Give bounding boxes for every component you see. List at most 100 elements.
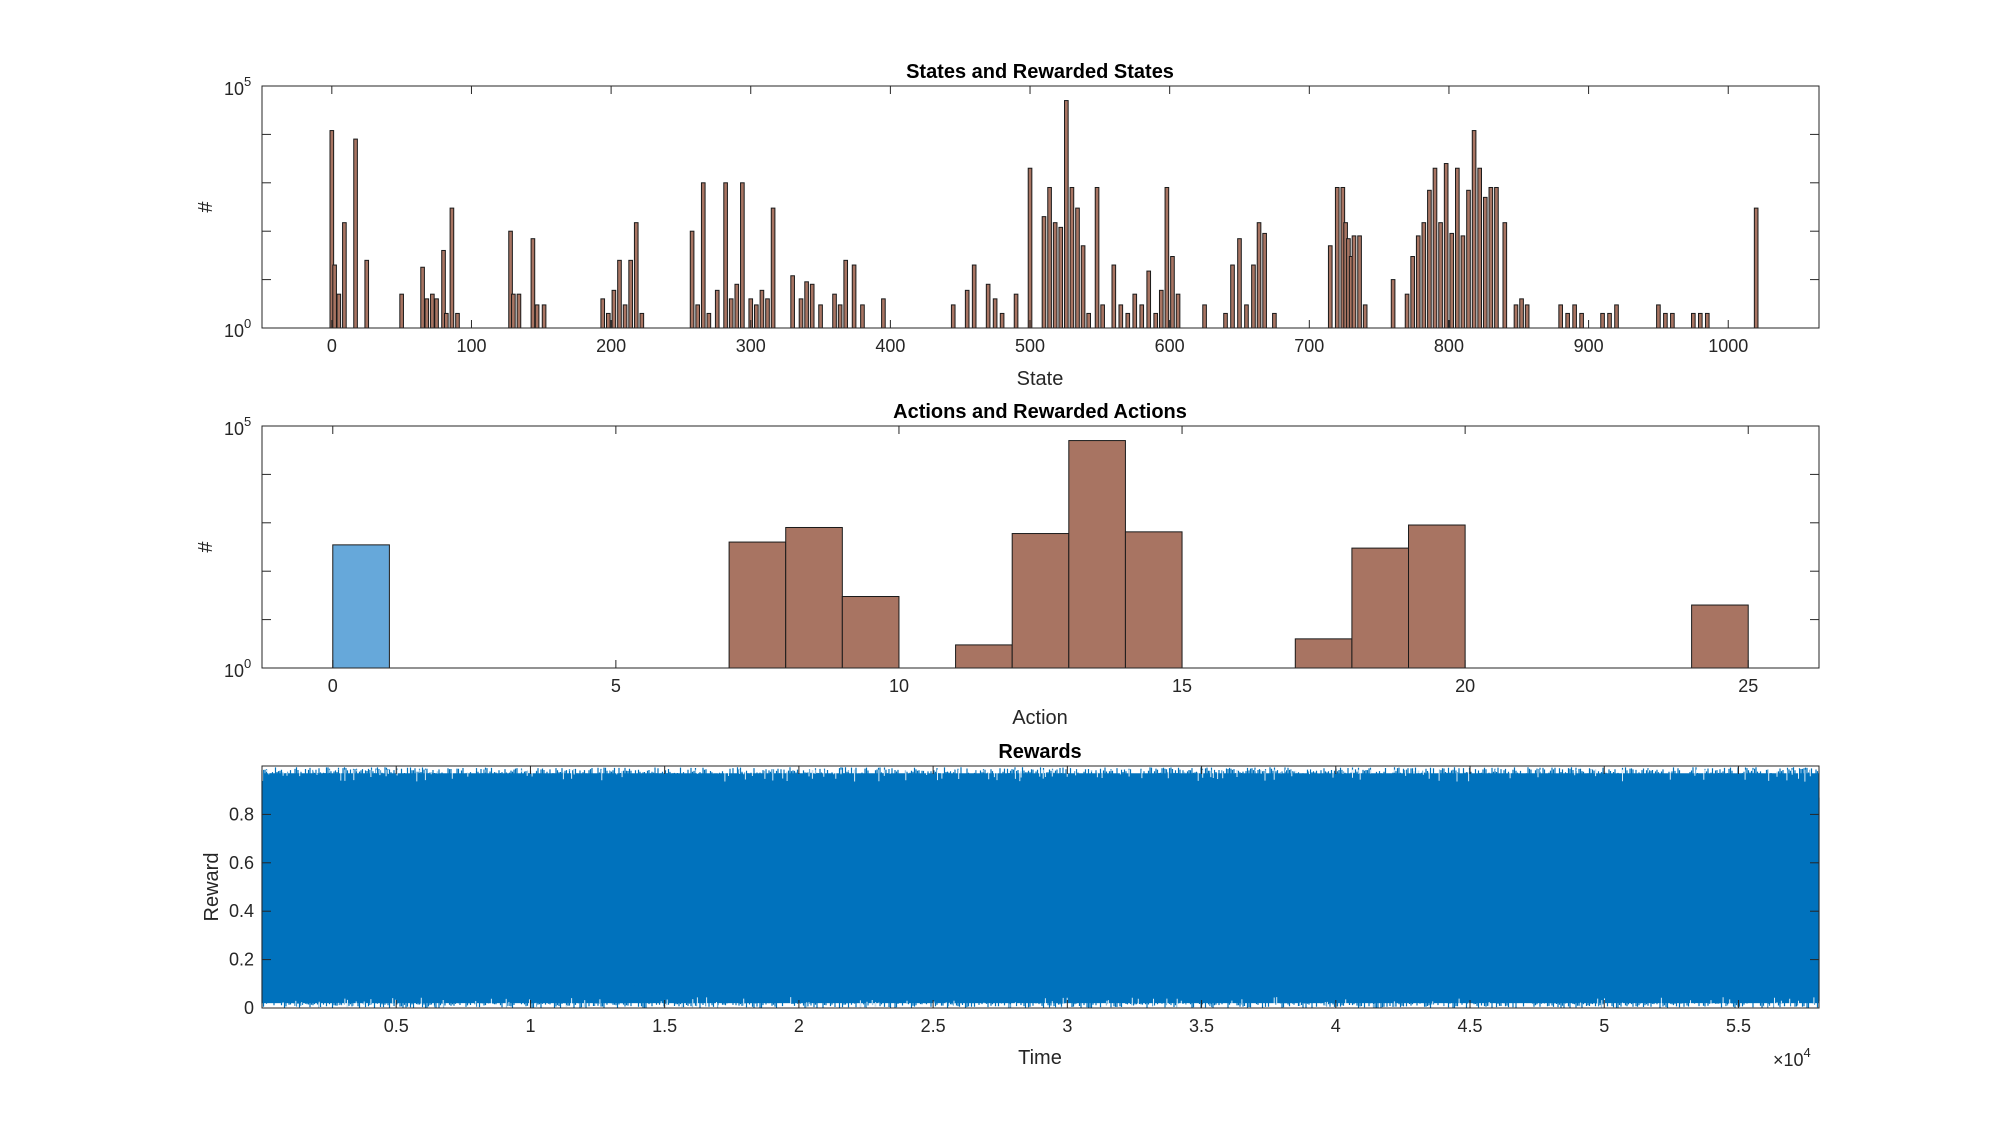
state-bar (611, 289, 617, 329)
state-bar (1272, 312, 1277, 329)
state-bar (1237, 238, 1242, 329)
state-bar (798, 298, 804, 329)
state-bar (1390, 279, 1396, 329)
state-bar (1251, 264, 1256, 329)
state-bar (516, 293, 522, 329)
state-bar (832, 293, 837, 329)
actions-xtick-label: 15 (1172, 676, 1192, 696)
state-bar (1404, 293, 1410, 329)
rewards-xtick-label: 4 (1331, 1016, 1341, 1036)
state-bar (1482, 196, 1488, 329)
state-bar (1656, 304, 1661, 329)
state-bar (1132, 293, 1138, 329)
action-bar (1011, 533, 1070, 669)
actions-xlabel: Action (1012, 707, 1068, 729)
state-bar (1502, 222, 1508, 329)
state-bar (1262, 232, 1267, 329)
action-bar (1408, 524, 1466, 669)
state-bar (1334, 186, 1340, 329)
state-bar (1524, 304, 1530, 329)
state-bar (430, 293, 435, 329)
state-bar (843, 259, 849, 329)
state-bar (971, 264, 977, 329)
state-bar (1047, 186, 1052, 329)
actions-ytick-label-high: 105 (224, 414, 251, 439)
action-bar (728, 541, 787, 669)
state-bar (530, 238, 536, 329)
state-bar (1427, 189, 1432, 329)
rewards-ytick-label: 0.6 (229, 853, 254, 873)
state-bar (790, 275, 795, 329)
state-bar (1223, 312, 1228, 329)
rewards-xtick-label: 4.5 (1458, 1016, 1483, 1036)
states-ytick-label-high: 105 (224, 74, 251, 99)
rewards-axes-frame (261, 765, 1820, 1009)
state-bar (1432, 167, 1438, 329)
state-bar (740, 182, 745, 329)
rewards-xticks: 0.5 1 1.5 2 2.5 3 3.5 4 4.5 5 5.5 (384, 766, 1751, 1036)
actions-ylabel: # (195, 541, 217, 553)
rewards-xtick-label: 3.5 (1189, 1016, 1214, 1036)
state-bar (837, 304, 843, 329)
state-bar (706, 312, 712, 329)
actions-xtick-label: 10 (889, 676, 909, 696)
states-xtick-label: 100 (456, 336, 486, 356)
actions-ytick-label-low: 100 (224, 656, 251, 681)
state-bar (950, 304, 956, 329)
actions-bars (262, 425, 1819, 669)
state-bar (1357, 235, 1362, 329)
states-axes-frame (261, 85, 1820, 329)
state-bar (1519, 298, 1524, 329)
state-bar (1111, 264, 1117, 329)
state-bar (1244, 304, 1249, 329)
state-bar (1175, 293, 1181, 329)
state-bar (1139, 304, 1145, 329)
states-xtick-label: 0 (327, 336, 337, 356)
rewards-series-line (261, 767, 1820, 1008)
rewards-ylabel: Reward (201, 853, 223, 922)
state-bar (1230, 264, 1235, 329)
state-bar (1202, 304, 1207, 329)
states-xtick-label: 600 (1155, 336, 1185, 356)
actions-title: Actions and Rewarded Actions (893, 401, 1187, 423)
state-bar (633, 222, 639, 329)
actions-xtick-label: 25 (1738, 676, 1758, 696)
states-title: States and Rewarded States (906, 61, 1174, 83)
state-bar (1362, 304, 1368, 329)
action-bar (1351, 547, 1410, 669)
actions-xticks: 0 5 10 15 20 25 (328, 426, 1758, 696)
rewards-ytick-label: 0.2 (229, 950, 254, 970)
state-bar (449, 207, 455, 329)
state-bar (809, 283, 815, 329)
rewards-x-multiplier: ×104 (1773, 1045, 1811, 1070)
states-xticks: 0 100 200 300 400 500 600 700 800 900 1000 (327, 86, 1748, 356)
state-bar (1080, 245, 1086, 329)
state-bar (723, 182, 728, 329)
actions-xtick-label: 5 (611, 676, 621, 696)
state-bar (695, 304, 700, 329)
state-bar (444, 312, 449, 329)
state-bar (600, 298, 606, 329)
state-bar (1164, 186, 1170, 329)
state-bar (1607, 312, 1612, 329)
state-bar (765, 298, 770, 329)
state-bar (1471, 130, 1477, 329)
state-bar (1094, 186, 1100, 329)
state-bar (420, 266, 425, 329)
state-bar (759, 289, 765, 329)
state-bar (639, 312, 645, 329)
states-bars (262, 85, 1819, 329)
state-bar (992, 298, 998, 329)
state-bar (1052, 222, 1058, 329)
rewards-xtick-label: 1.5 (652, 1016, 677, 1036)
rewards-yticks: 0 0.2 0.4 0.6 0.8 (229, 804, 1819, 1018)
rewards-ytick-label: 0 (244, 998, 254, 1018)
state-bar (1415, 235, 1421, 329)
state-bar (1438, 222, 1443, 329)
state-bar (1410, 256, 1415, 329)
state-bar (353, 138, 358, 329)
rewards-ytick-label: 0.4 (229, 901, 254, 921)
state-bar (1443, 163, 1449, 329)
state-bar (336, 293, 342, 329)
